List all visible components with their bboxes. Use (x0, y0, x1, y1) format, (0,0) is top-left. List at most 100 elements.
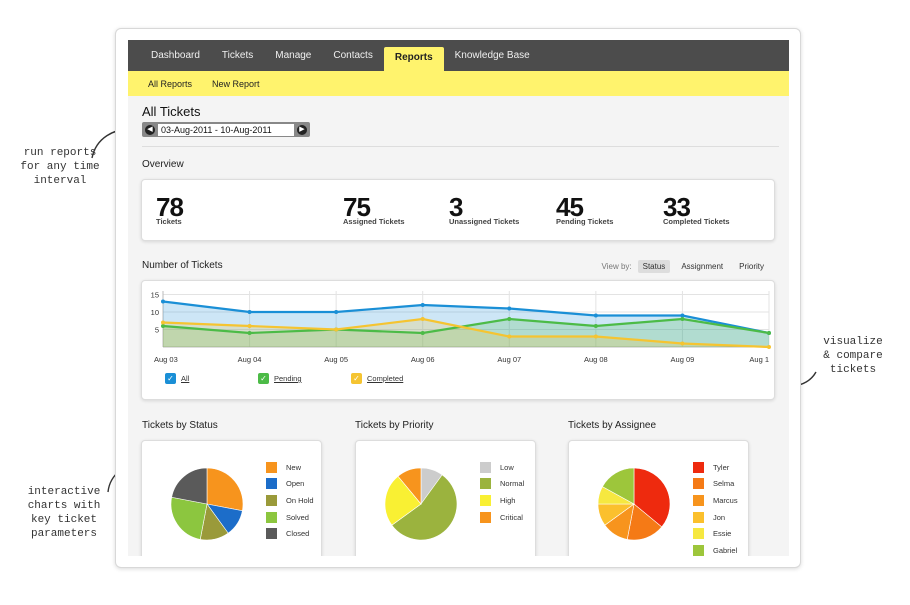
legend-label: Gabriel (713, 545, 738, 555)
legend-swatch (480, 461, 491, 473)
stat-label: Pending Tickets (556, 217, 614, 226)
data-point-pending[interactable] (767, 331, 771, 335)
view-by-priority[interactable]: Priority (739, 262, 764, 271)
pie-slice-high[interactable] (384, 475, 422, 526)
legend-row: Open (266, 476, 314, 493)
pie-slice-solved[interactable] (170, 496, 208, 540)
legend-row: Closed (266, 525, 314, 542)
nav-tab-knowledge-base[interactable]: Knowledge Base (454, 50, 530, 61)
view-by-assignment[interactable]: Assignment (681, 262, 724, 271)
data-point-completed[interactable] (680, 341, 685, 346)
data-point-completed[interactable] (420, 317, 425, 321)
stat-completed-tickets: 33 Completed Tickets (663, 194, 730, 226)
checkbox-checked-icon[interactable]: ✓ (258, 373, 269, 384)
legend-row: Normal (480, 476, 524, 493)
legend-label: Open (286, 479, 305, 489)
page-title: All Tickets (142, 104, 201, 119)
y-tick-label: 10 (151, 308, 159, 317)
y-tick-label: 15 (151, 291, 159, 300)
stat-unassigned-tickets: 3 Unassigned Tickets (449, 194, 519, 226)
subnav-all-reports[interactable]: All Reports (148, 78, 193, 89)
legend-row: Low (480, 459, 524, 476)
data-point-completed[interactable] (593, 334, 598, 339)
data-point-completed[interactable] (247, 324, 252, 328)
legend-swatch (266, 494, 277, 506)
stat-value: 45 (556, 192, 584, 222)
data-point-all[interactable] (247, 310, 252, 314)
data-point-completed[interactable] (334, 327, 339, 332)
nav-tab-tickets[interactable]: Tickets (221, 50, 254, 61)
data-point-all[interactable] (334, 310, 339, 314)
data-point-all[interactable] (680, 313, 685, 318)
legend-row: High (480, 492, 524, 509)
data-point-completed[interactable] (161, 320, 165, 325)
pie-slice-new[interactable] (206, 467, 244, 512)
data-point-all[interactable] (420, 303, 425, 307)
stat-value: 78 (156, 192, 184, 222)
legend-label: Pending (274, 374, 302, 383)
annotation-run-reports: run reports for any time interval (10, 146, 110, 188)
series-line-pending[interactable] (162, 317, 770, 335)
legend-label: All (181, 374, 190, 383)
view-by-status[interactable]: Status (637, 260, 671, 273)
pie-slice-critical[interactable] (397, 467, 422, 505)
subnav-new-report[interactable]: New Report (212, 78, 260, 89)
stat-label: Completed Tickets (663, 217, 730, 226)
legend-label: Jon (713, 512, 726, 522)
legend-completed[interactable]: ✓ Completed (351, 373, 403, 384)
prev-range-icon[interactable]: ◀ (145, 124, 155, 135)
nav-tab-dashboard[interactable]: Dashboard (151, 50, 200, 61)
x-tick-label: Aug 09 (671, 355, 695, 364)
legend-row: On Hold (266, 492, 314, 509)
line-chart-card: 15 10 5 Aug 03 Aug 04 Aug 05 Aug 06 Aug 07 Aug 0… (141, 280, 775, 400)
legend-label: Low (500, 462, 514, 472)
status-pie-chart (170, 467, 244, 541)
legend-row: Solved (266, 509, 314, 526)
data-point-pending[interactable] (247, 331, 252, 335)
legend-label: Completed (367, 374, 404, 383)
pie-slice-gabriel[interactable] (602, 467, 635, 505)
pie-slice-tyler[interactable] (633, 467, 671, 528)
data-point-completed[interactable] (767, 345, 771, 349)
data-point-pending[interactable] (593, 324, 598, 328)
legend-swatch (693, 461, 704, 473)
legend-row: Critical (480, 509, 524, 526)
x-tick-label: Aug 03 (154, 355, 178, 364)
data-point-pending[interactable] (680, 317, 685, 321)
data-point-completed[interactable] (507, 334, 512, 339)
data-point-all[interactable] (161, 299, 165, 304)
date-range-field[interactable]: 03-Aug-2011 - 10-Aug-2011 (158, 123, 294, 136)
x-tick-label: Aug 08 (584, 355, 608, 364)
data-point-all[interactable] (507, 306, 512, 311)
data-point-pending[interactable] (420, 331, 425, 335)
checkbox-checked-icon[interactable]: ✓ (351, 373, 362, 384)
tickets-line-chart: 15 10 5 Aug 03 Aug 04 Aug 05 Aug 06 Aug 07 Aug 0… (151, 291, 771, 364)
annotation-line: charts with (27, 500, 101, 512)
series-line-completed[interactable] (162, 317, 770, 349)
stat-value: 75 (343, 192, 371, 222)
nav-tab-reports[interactable]: Reports (383, 47, 444, 71)
legend-swatch (480, 478, 491, 490)
nav-tab-contacts[interactable]: Contacts (333, 50, 373, 61)
nav-tab-manage[interactable]: Manage (275, 50, 312, 61)
assignee-pie-chart (597, 467, 671, 541)
data-point-all[interactable] (593, 313, 598, 318)
legend-row: Jon (693, 509, 738, 526)
data-point-pending[interactable] (507, 317, 512, 321)
legend-swatch (266, 528, 277, 540)
stat-label: Tickets (156, 217, 182, 226)
priority-pie-card: Low Normal High Critical (355, 440, 536, 556)
legend-swatch (693, 478, 704, 490)
legend-all[interactable]: ✓ All (165, 373, 189, 384)
number-of-tickets-title: Number of Tickets (142, 260, 223, 271)
x-tick-label: Aug 1 (749, 355, 769, 364)
legend-pending[interactable]: ✓ Pending (258, 373, 302, 384)
status-pie-title: Tickets by Status (142, 420, 218, 431)
series-line-all[interactable] (162, 300, 770, 335)
data-point-pending[interactable] (161, 324, 165, 328)
checkbox-checked-icon[interactable]: ✓ (165, 373, 176, 384)
pie-slice-closed[interactable] (171, 467, 208, 505)
pie-slice-normal[interactable] (391, 474, 458, 541)
date-range-picker: ◀ 03-Aug-2011 - 10-Aug-2011 ▶ (142, 122, 310, 137)
next-range-icon[interactable]: ▶ (297, 124, 307, 135)
